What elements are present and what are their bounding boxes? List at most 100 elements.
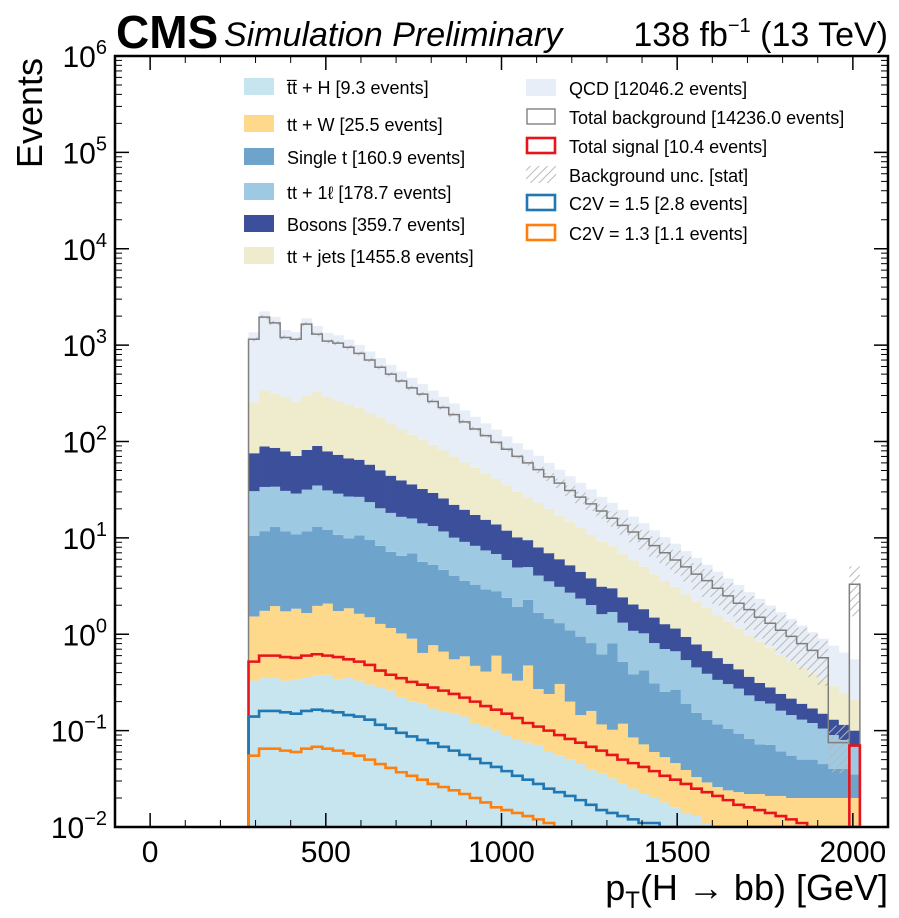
legend-swatch bbox=[244, 115, 274, 132]
bar-tt-1l-44 bbox=[712, 679, 724, 725]
bar-single-t-49 bbox=[765, 744, 776, 796]
bar-single-t-34 bbox=[606, 643, 618, 730]
bar-bosons-17 bbox=[427, 492, 439, 527]
legend-item-bkg-unc: Background unc. [stat] bbox=[526, 166, 748, 186]
bar-bosons-19 bbox=[448, 504, 460, 538]
bar-ttw-15 bbox=[406, 638, 418, 702]
bar-tt-1l-17 bbox=[427, 526, 439, 565]
bar-bosons-34 bbox=[606, 588, 618, 612]
bar-tt-1l-13 bbox=[385, 512, 397, 552]
bar-tth-32 bbox=[585, 768, 597, 827]
bar-qcd-23 bbox=[490, 429, 502, 480]
bar-single-t-46 bbox=[733, 733, 745, 793]
bar-bosons-7 bbox=[322, 451, 334, 491]
bar-single-t-33 bbox=[596, 654, 608, 725]
bar-single-t-51 bbox=[786, 755, 798, 798]
bar-ttw-57 bbox=[849, 797, 861, 827]
bar-ttw-31 bbox=[575, 715, 587, 765]
bar-bosons-5 bbox=[301, 449, 313, 490]
bar-bosons-44 bbox=[712, 658, 724, 680]
bar-single-t-36 bbox=[627, 674, 639, 738]
bar-tt-jets-37 bbox=[638, 566, 650, 610]
bar-single-t-54 bbox=[817, 764, 829, 798]
bar-tth-13 bbox=[385, 690, 397, 827]
bar-bosons-31 bbox=[575, 571, 587, 599]
bar-qcd-20 bbox=[459, 410, 471, 463]
bar-ttw-7 bbox=[322, 603, 334, 675]
legend-swatch bbox=[244, 148, 274, 165]
bar-single-t-18 bbox=[438, 569, 450, 652]
bar-tt-1l-46 bbox=[733, 688, 745, 734]
bar-bosons-42 bbox=[691, 644, 703, 668]
bar-single-t-0 bbox=[248, 535, 260, 617]
bar-tth-14 bbox=[396, 697, 408, 827]
bar-tt-1l-24 bbox=[501, 560, 513, 598]
bar-bosons-38 bbox=[649, 617, 661, 644]
bar-bosons-49 bbox=[765, 687, 776, 704]
legend-swatch bbox=[525, 193, 557, 212]
lumi-energy: (13 TeV) bbox=[751, 16, 888, 54]
bar-bosons-24 bbox=[501, 530, 513, 561]
bar-tt-jets-53 bbox=[807, 673, 819, 709]
bar-bosons-16 bbox=[417, 489, 429, 524]
legend-swatch bbox=[244, 78, 274, 95]
bar-bosons-14 bbox=[396, 480, 408, 517]
bar-tth-40 bbox=[670, 807, 682, 827]
bar-tt-jets-40 bbox=[670, 586, 682, 629]
bar-bosons-12 bbox=[375, 470, 386, 509]
bar-ttw-51 bbox=[786, 797, 798, 827]
bar-qcd-27 bbox=[533, 455, 545, 504]
bar-single-t-42 bbox=[691, 712, 703, 778]
bar-ttw-49 bbox=[765, 795, 776, 827]
bar-ttw-14 bbox=[396, 633, 408, 698]
bar-bosons-37 bbox=[638, 609, 650, 634]
bar-single-t-31 bbox=[575, 636, 587, 716]
bar-tt-jets-20 bbox=[459, 462, 471, 510]
bar-tt-jets-26 bbox=[522, 497, 534, 541]
bar-ttw-8 bbox=[332, 611, 344, 680]
bar-tt-1l-8 bbox=[332, 493, 344, 535]
bkg-unc-bin-52 bbox=[796, 627, 808, 670]
legend-item-ttH: t̄t̄ + H [9.3 events] bbox=[244, 78, 429, 98]
bar-tt-jets-42 bbox=[691, 601, 703, 645]
bar-tt-1l-36 bbox=[627, 630, 639, 675]
bkg-unc-bin-57 bbox=[849, 566, 860, 617]
bar-bosons-54 bbox=[817, 713, 829, 729]
bar-single-t-50 bbox=[775, 751, 787, 796]
cms-label: CMS bbox=[116, 6, 218, 58]
lumi-exponent: −1 bbox=[728, 15, 751, 37]
bar-ttw-24 bbox=[501, 673, 513, 736]
bar-ttw-47 bbox=[743, 793, 755, 827]
bar-ttw-32 bbox=[585, 710, 597, 769]
bar-tt-jets-39 bbox=[659, 580, 671, 625]
bar-tt-1l-15 bbox=[406, 518, 418, 554]
legend-label: t̄t̄ + H [9.3 events] bbox=[286, 78, 428, 98]
bar-bosons-25 bbox=[512, 537, 523, 568]
bar-tt-1l-27 bbox=[533, 575, 545, 613]
bar-tt-jets-38 bbox=[649, 574, 661, 618]
bar-bosons-48 bbox=[754, 683, 766, 702]
legend-item-ttjets: tt + jets [1455.8 events] bbox=[244, 247, 474, 267]
bar-qcd-18 bbox=[438, 396, 450, 451]
bar-qcd-15 bbox=[406, 377, 418, 435]
bkg-unc-bin-49 bbox=[765, 608, 776, 646]
bkg-unc-bin-42 bbox=[691, 562, 702, 590]
bar-ttw-26 bbox=[522, 665, 534, 743]
x-tick-label: 1000 bbox=[468, 836, 535, 869]
line-c2v-1-3 bbox=[247, 745, 862, 827]
bar-single-t-11 bbox=[364, 540, 376, 618]
bar-qcd-9 bbox=[343, 339, 355, 405]
bar-qcd-55 bbox=[828, 645, 840, 687]
bar-single-t-15 bbox=[406, 553, 418, 639]
bar-tt-jets-10 bbox=[353, 407, 365, 460]
bar-bosons-18 bbox=[438, 498, 450, 532]
bar-tt-jets-49 bbox=[765, 647, 776, 688]
x-tick-label: 0 bbox=[142, 836, 159, 869]
bkg-unc-bin-48 bbox=[754, 603, 766, 639]
bar-tt-1l-35 bbox=[617, 622, 629, 662]
bar-tt-1l-0 bbox=[248, 491, 260, 536]
bar-tt-1l-53 bbox=[807, 722, 819, 760]
bar-single-t-21 bbox=[469, 584, 481, 666]
bar-single-t-56 bbox=[838, 768, 850, 798]
bar-tth-10 bbox=[353, 680, 365, 827]
